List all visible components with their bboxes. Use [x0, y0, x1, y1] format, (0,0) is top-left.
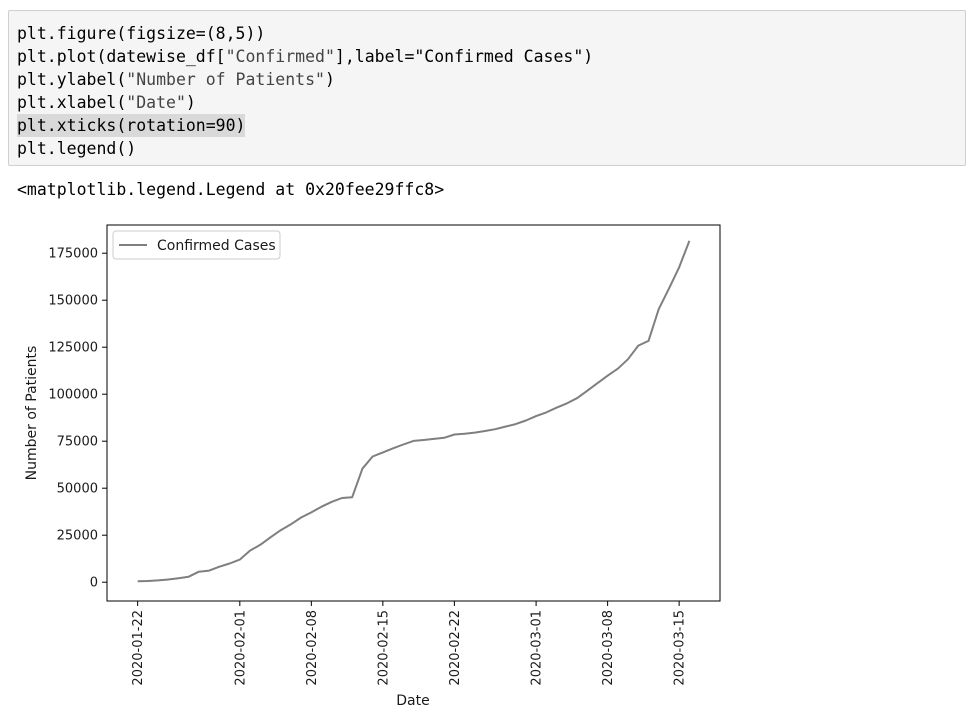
x-tick-label: 2020-03-01 [530, 610, 545, 686]
x-tick-label: 2020-03-15 [673, 610, 688, 686]
x-tick-label: 2020-02-01 [233, 610, 248, 686]
code-line-2: plt.plot(datewise_df["Confirmed"],label=… [17, 47, 594, 66]
code-line-4: plt.xlabel("Date") [17, 93, 196, 112]
x-axis-label: Date [396, 693, 429, 709]
y-axis-label: Number of Patients [24, 346, 40, 481]
series-line-confirmed-cases [137, 240, 691, 583]
y-tick-label: 175000 [48, 247, 98, 262]
x-tick-label: 2020-02-15 [376, 610, 391, 686]
code-line-1: plt.figure(figsize=(8,5)) [17, 24, 266, 43]
y-tick-label: 100000 [48, 388, 98, 403]
legend-box [112, 230, 281, 260]
code-line-5: plt.xticks(rotation=90) [17, 114, 246, 137]
x-tick-label: 2020-02-22 [448, 610, 463, 686]
y-tick-label: 150000 [48, 294, 98, 309]
x-tick-label: 2020-03-08 [601, 610, 616, 686]
cell-output-text: <matplotlib.legend.Legend at 0x20fee29ff… [17, 180, 445, 199]
plot-frame [106, 224, 721, 602]
y-tick-label: 75000 [57, 435, 98, 450]
y-tick-label: 0 [90, 576, 98, 591]
x-tick-label: 2020-01-22 [131, 610, 146, 686]
y-tick-label: 50000 [57, 482, 98, 497]
y-tick-label: 125000 [48, 341, 98, 356]
code-line-6: plt.legend() [17, 139, 137, 158]
y-tick-label: 25000 [57, 529, 98, 544]
legend: Confirmed Cases [112, 230, 281, 260]
code-cell-input[interactable]: plt.figure(figsize=(8,5)) plt.plot(datew… [8, 10, 966, 166]
code-line-3: plt.ylabel("Number of Patients") [17, 70, 335, 89]
x-tick-label: 2020-02-08 [305, 610, 320, 686]
legend-label: Confirmed Cases [157, 238, 276, 254]
